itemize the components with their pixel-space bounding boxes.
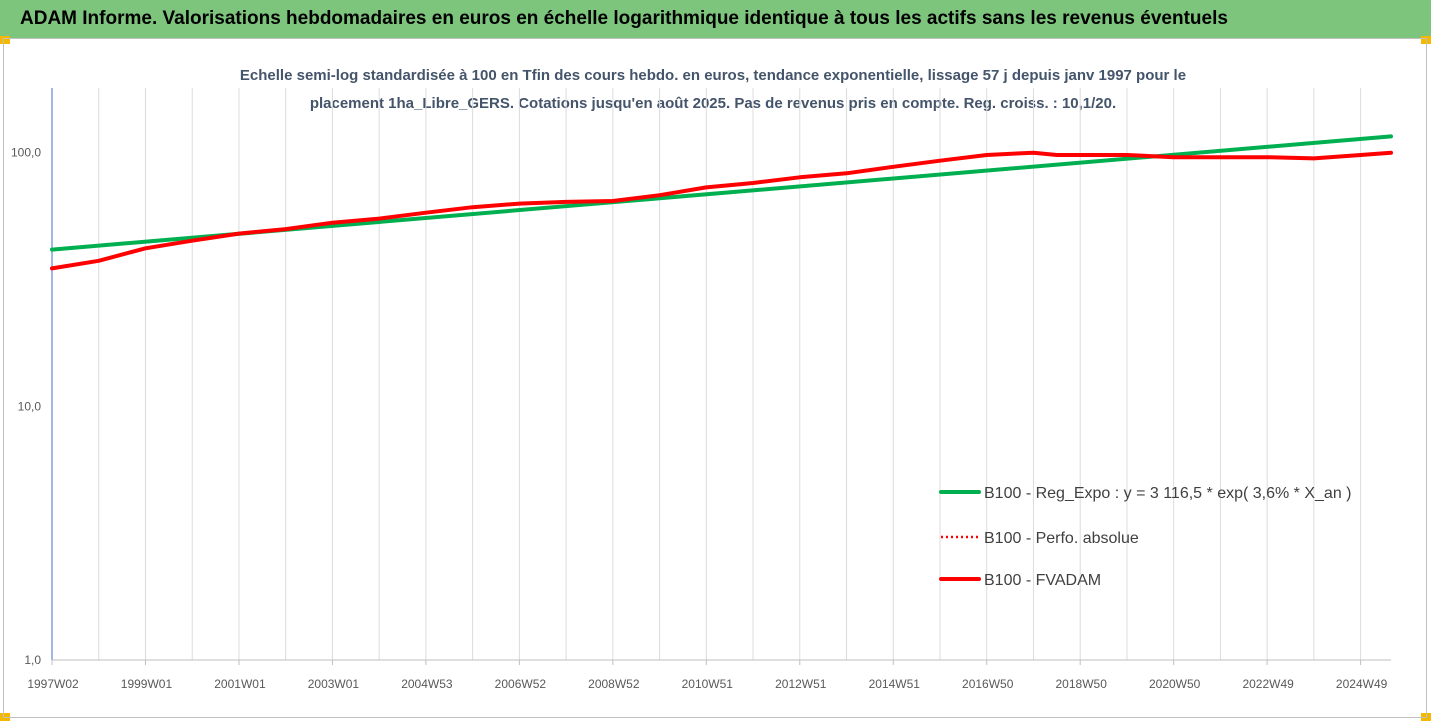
page-title: ADAM Informe. Valorisations hebdomadaire… [20, 8, 1228, 29]
x-tick-label: 2003W01 [308, 677, 360, 691]
header-bar: ADAM Informe. Valorisations hebdomadaire… [0, 0, 1431, 38]
x-tick-label: 2012W51 [775, 677, 827, 691]
legend-perfo-absolue-label: B100 - Perfo. absolue [984, 530, 1139, 547]
chart-subtitle-line-2: placement 1ha_Libre_GERS. Cotations jusq… [310, 95, 1116, 112]
series-perfo-absolue-line [51, 151, 1392, 270]
chart-frame [3, 38, 1427, 718]
axes: 1,0 10,0 100,0 1997W02 1999W01 2001W01 2003W01… [11, 88, 1391, 691]
x-tick-label: 2008W52 [588, 677, 640, 691]
x-tick-label: 2014W51 [869, 677, 921, 691]
x-tick-label: 2020W50 [1149, 677, 1201, 691]
x-tick-label: 1999W01 [121, 677, 173, 691]
x-tick-label: 2004W53 [401, 677, 453, 691]
legend: B100 - Reg_Expo : y = 3 116,5 * exp( 3,6… [939, 485, 1351, 589]
chart-subtitle-line-1: Echelle semi-log standardisée à 100 en T… [240, 67, 1186, 84]
grid [98, 88, 1362, 660]
y-tick-label: 100,0 [11, 146, 41, 160]
legend-reg-expo-label: B100 - Reg_Expo : y = 3 116,5 * exp( 3,6… [984, 485, 1351, 502]
x-tick-label: 2024W49 [1336, 677, 1388, 691]
x-tick-label: 2016W50 [962, 677, 1014, 691]
x-tick-label: 1997W02 [27, 677, 79, 691]
series [50, 134, 1393, 271]
legend-fvadam-label: B100 - FVADAM [984, 572, 1101, 589]
x-tick-label: 2018W50 [1056, 677, 1108, 691]
x-tick-label: 2010W51 [682, 677, 734, 691]
x-tick-label: 2022W49 [1242, 677, 1294, 691]
y-tick-label: 10,0 [18, 399, 42, 413]
y-tick-label: 1,0 [24, 653, 41, 667]
corner-marker-left [0, 36, 10, 44]
x-tick-label: 2001W01 [214, 677, 266, 691]
x-tick-label: 2006W52 [495, 677, 547, 691]
series-fvadam-line [50, 150, 1393, 271]
